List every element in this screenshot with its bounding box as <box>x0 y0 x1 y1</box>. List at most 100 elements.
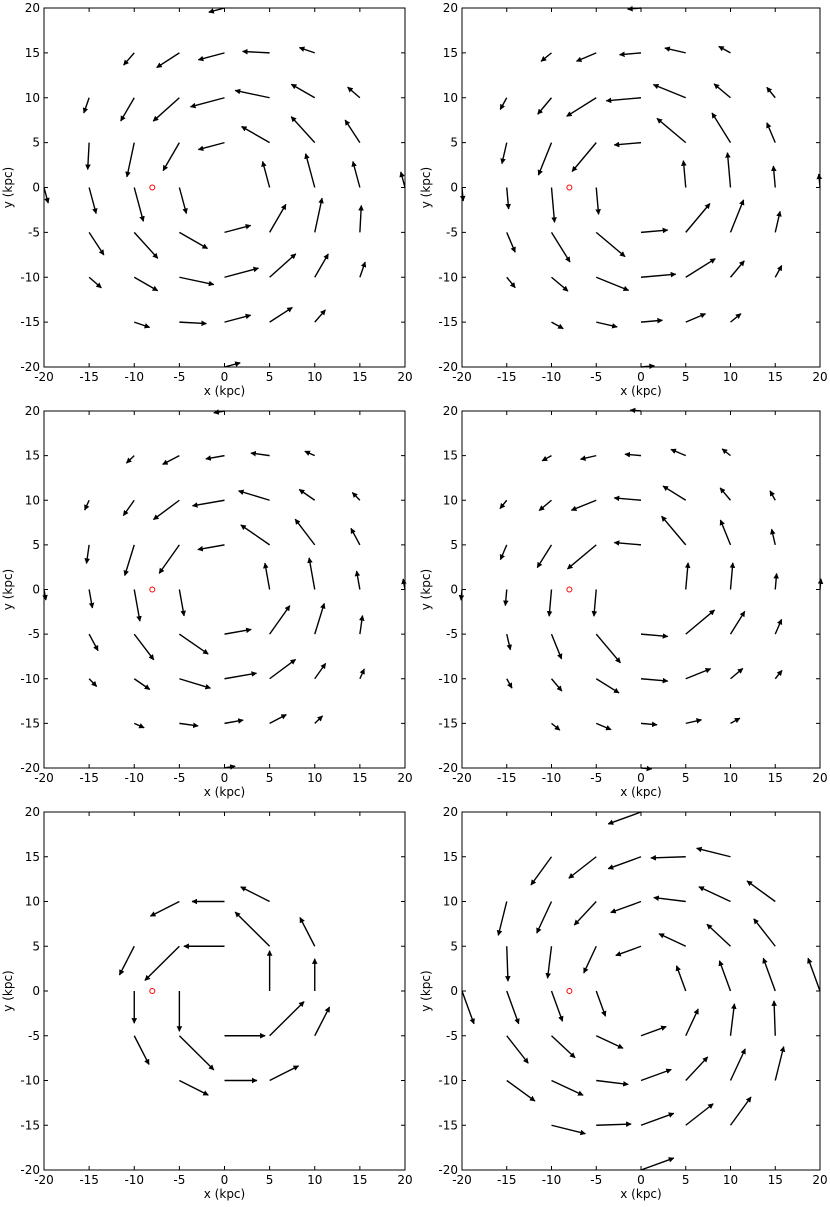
y-axis-label: y (kpc) <box>1 970 15 1011</box>
vector-arrow <box>43 187 50 204</box>
vector-arrow <box>640 1157 675 1171</box>
vector-arrow <box>351 492 361 501</box>
x-tick-label: 5 <box>682 370 690 384</box>
vector-arrow <box>613 540 642 546</box>
x-tick-label: -5 <box>590 370 602 384</box>
x-tick-label: -5 <box>590 771 602 785</box>
vector-arrow <box>640 765 653 772</box>
vector-arrow <box>575 52 597 62</box>
vector-arrow <box>653 895 686 903</box>
vector-arrow <box>580 454 597 461</box>
vector-arrow <box>197 141 225 152</box>
y-tick-label: 10 <box>25 493 40 507</box>
vector-arrow <box>718 960 732 992</box>
y-tick-label: -10 <box>20 1074 40 1088</box>
x-tick-label: -15 <box>79 1173 99 1187</box>
vector-arrow <box>729 610 746 635</box>
y-tick-label: -15 <box>20 1118 40 1132</box>
vector-arrow <box>551 276 569 292</box>
vector-arrow <box>269 1001 305 1037</box>
vector-arrow <box>358 204 364 233</box>
vector-arrow <box>550 232 571 263</box>
y-tick-label: -15 <box>438 315 458 329</box>
vector-arrow <box>629 407 642 414</box>
vector-arrow <box>640 721 658 728</box>
vector-arrow <box>458 589 465 601</box>
vector-arrow <box>718 45 731 54</box>
x-tick-label: -20 <box>452 370 472 384</box>
x-tick-label: 5 <box>266 771 274 785</box>
y-tick-label: 5 <box>450 538 458 552</box>
x-tick-label: 10 <box>723 370 738 384</box>
vector-arrow <box>162 455 180 466</box>
vector-arrow <box>774 210 782 233</box>
vector-arrow <box>551 1035 576 1059</box>
vector-arrow <box>234 88 270 99</box>
vector-arrow <box>399 171 406 188</box>
vector-arrow <box>269 253 297 278</box>
vector-arrow <box>771 165 777 188</box>
vector-arrow <box>269 658 297 680</box>
vector-arrow <box>314 309 326 323</box>
vector-arrow <box>88 589 95 609</box>
panel: -20 -15 -10 -5 0 5 10 15 20 -20 -15 -10 -5 0 5 10 15 20 x … <box>419 1 828 398</box>
y-tick-label: -15 <box>20 315 40 329</box>
vector-arrow <box>85 142 91 171</box>
vector-arrow <box>753 918 776 947</box>
x-tick-label: -5 <box>173 370 185 384</box>
vector-arrow <box>595 276 630 292</box>
panel: -20 -15 -10 -5 0 5 10 15 20 -20 -15 -10 -5 0 5 10 15 20 x … <box>1 1 413 398</box>
y-tick-label: -5 <box>446 1029 458 1043</box>
vector-arrow <box>546 589 553 617</box>
vector-arrow <box>774 669 783 680</box>
vector-arrow <box>499 97 508 111</box>
y-tick-label: -5 <box>446 225 458 239</box>
x-tick-label: -10 <box>124 771 144 785</box>
vector-arrow <box>506 1079 536 1102</box>
vector-arrow <box>224 718 244 725</box>
vector-arrow <box>359 261 367 278</box>
vector-arrow <box>238 489 270 501</box>
vector-arrow <box>591 589 598 617</box>
vector-arrow <box>729 1048 746 1081</box>
y-axis-label: y (kpc) <box>419 569 433 610</box>
vector-arrow <box>640 271 677 278</box>
x-tick-label: 10 <box>307 771 322 785</box>
y-tick-label: -20 <box>438 761 458 775</box>
vector-arrow <box>729 1096 752 1126</box>
vector-arrow <box>640 1025 667 1037</box>
vector-arrow <box>770 528 776 546</box>
vector-arrow <box>307 557 316 590</box>
y-tick-label: 10 <box>25 91 40 105</box>
vector-arrow <box>178 589 186 617</box>
vector-arrow <box>162 142 180 172</box>
vector-arrow <box>675 965 687 992</box>
vector-arrow <box>88 231 105 256</box>
vector-arrow <box>314 1006 331 1037</box>
vector-arrow <box>650 854 686 861</box>
vector-arrow <box>567 544 597 570</box>
vector-arrow <box>595 633 621 664</box>
vector-arrow <box>401 578 407 590</box>
vector-arrow <box>304 153 316 188</box>
vector-arrow <box>350 527 361 546</box>
vector-arrow <box>241 125 270 144</box>
y-axis-label: y (kpc) <box>419 167 433 208</box>
vector-arrow <box>640 633 669 639</box>
vector-arrow <box>684 562 691 590</box>
y-tick-label: -5 <box>28 1029 40 1043</box>
vector-arrow <box>627 5 642 12</box>
x-tick-label: 15 <box>352 370 367 384</box>
vector-arrow <box>746 880 776 903</box>
y-tick-label: -10 <box>20 270 40 284</box>
y-tick-label: 5 <box>32 136 40 150</box>
vector-arrow <box>123 544 135 577</box>
vector-arrow <box>240 524 271 546</box>
y-tick-label: -15 <box>438 716 458 730</box>
vector-arrow <box>82 97 90 114</box>
vector-arrow <box>774 618 783 635</box>
vector-arrow <box>713 83 731 99</box>
vector-arrow <box>224 313 252 323</box>
vector-arrow <box>624 451 642 458</box>
x-axis-label: x (kpc) <box>620 1187 661 1201</box>
